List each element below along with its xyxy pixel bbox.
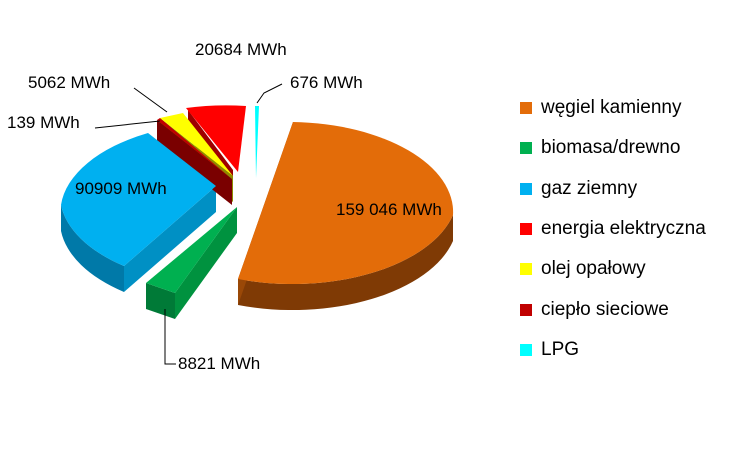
legend-label: biomasa/drewno [541,137,681,159]
legend-item-biomasa-drewno: biomasa/drewno [520,128,735,168]
legend-label: gaz ziemny [541,177,638,199]
slice-olej-opalowy [160,113,233,176]
legend-label: olej opałowy [541,258,646,280]
legend-swatch [520,102,532,115]
data-label-cieplo-sieciowe: 139 MWh [7,113,80,132]
slice-side-cieplo-sieciowe [157,120,232,205]
slice-wegiel-kamienny [238,122,454,285]
legend-label: energia elektryczna [541,218,706,240]
legend-swatch [520,263,532,276]
slice-biomasa-drewno [146,207,237,293]
legend-item-olej-opalowy: olej opałowy [520,249,735,289]
slice-side-gaz-ziemny-cut [124,186,216,292]
slice-energia-elektryczna [186,105,246,172]
slice-gaz-ziemny [61,133,216,266]
legend-label: LPG [541,338,580,360]
slice-cieplo-sieciowe [157,118,232,179]
data-label-biomasa-drewno: 8821 MWh [178,354,260,373]
legend-swatch [520,182,532,195]
slice-side-biomasa-drewno [146,283,175,319]
data-label-lpg: 676 MWh [290,73,363,92]
legend-swatch [520,142,532,155]
legend-item-energia-elektryczna: energia elektryczna [520,209,735,249]
data-label-olej-opalowy: 5062 MWh [28,73,110,92]
data-label-gaz-ziemny: 90909 MWh [75,179,167,198]
legend-item-lpg: LPG [520,330,735,370]
legend-swatch [520,223,532,236]
legend-label: ciepło sieciowe [541,298,669,320]
legend-swatch [520,303,532,316]
data-label-wegiel-kamienny: 159 046 MWh [336,200,442,219]
leader-line-olej-opalowy [133,87,168,113]
legend-label: węgiel kamienny [541,97,682,119]
slice-lpg [255,106,259,178]
slice-side-gaz-ziemny [61,205,124,292]
legend-item-gaz-ziemny: gaz ziemny [520,169,735,209]
slice-side-biomasa-drewno-cut [175,207,237,319]
legend: węgiel kamienny biomasa/drewno gaz ziemn… [520,88,735,370]
legend-item-wegiel-kamienny: węgiel kamienny [520,88,735,128]
slice-side-wegiel-kamienny [238,215,453,311]
leader-line-biomasa-drewno [164,309,176,365]
data-label-energia-elektryczna: 20684 MWh [195,40,287,59]
leader-line-lpg [256,83,283,104]
leader-line-cieplo-sieciowe [94,120,161,129]
legend-swatch [520,343,532,356]
legend-item-cieplo-sieciowe: ciepło sieciowe [520,289,735,329]
